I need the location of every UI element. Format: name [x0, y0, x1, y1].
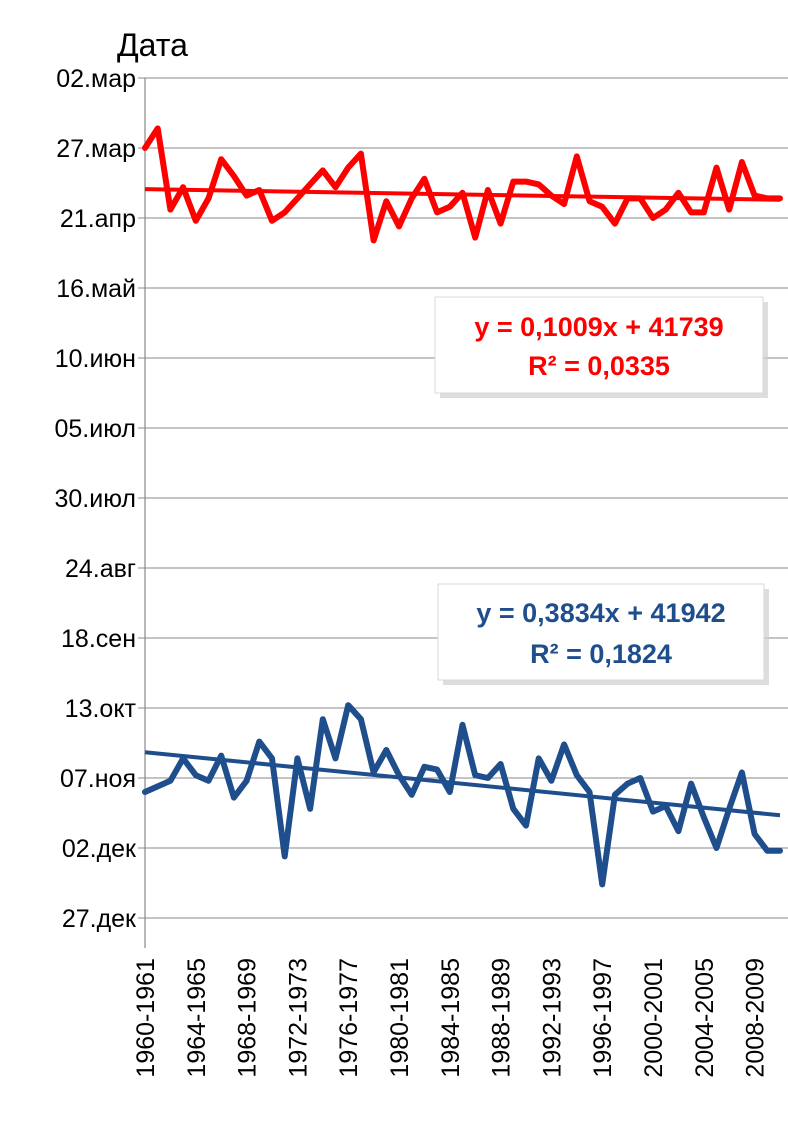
- x-tick-label: 1992-1993: [538, 958, 566, 1078]
- x-tick-label: 1988-1989: [488, 958, 516, 1078]
- y-tick-label: 18.сен: [61, 625, 136, 653]
- x-tick-label: 1996-1997: [589, 958, 617, 1078]
- series-line-blue: [142, 702, 783, 888]
- blue-trend-r2: R² = 0,1824: [530, 639, 672, 669]
- blue-equation-box: y = 0,3834x + 41942 R² = 0,1824: [437, 583, 769, 685]
- x-tick-label: 2008-2009: [742, 958, 770, 1078]
- y-tick-labels: 02.мар 27.мар 21.апр 16.май 10.июн 05.июл 30.и…: [54, 65, 137, 933]
- y-tick-label: 21.апр: [60, 205, 136, 233]
- y-tick-label: 27.мар: [56, 135, 136, 163]
- x-tick-labels: 1960-1961 1964-1965 1968-1969 1972-1973 1976…: [132, 958, 770, 1078]
- x-tick-label: 2004-2005: [691, 958, 719, 1078]
- y-tick-label: 05.июл: [54, 415, 136, 443]
- y-tick-label: 10.июн: [55, 345, 136, 373]
- y-axis-title: Дата: [117, 27, 188, 63]
- x-tick-label: 2000-2001: [640, 958, 668, 1078]
- y-tick-label: 27.дек: [62, 905, 137, 933]
- x-tick-label: 1980-1981: [386, 958, 414, 1078]
- trendlines: [144, 187, 781, 818]
- red-trend-equation: y = 0,1009x + 41739: [474, 312, 723, 342]
- y-tick-label: 02.мар: [56, 65, 136, 93]
- x-tick-label: 1984-1985: [437, 958, 465, 1078]
- x-tick-label: 1972-1973: [284, 958, 312, 1078]
- blue-trend-equation: y = 0,3834x + 41942: [476, 598, 725, 628]
- y-tick-label: 02.дек: [62, 835, 137, 863]
- series-line-red: [142, 125, 783, 244]
- y-tick-label: 13.окт: [65, 695, 137, 723]
- x-tick-label: 1964-1965: [183, 958, 211, 1078]
- red-equation-box: y = 0,1009x + 41739 R² = 0,0335: [434, 296, 768, 398]
- y-tick-label: 16.май: [56, 275, 136, 303]
- y-tick-label: 30.июл: [54, 485, 136, 513]
- y-tick-label: 24.авг: [65, 555, 136, 583]
- red-trend-r2: R² = 0,0335: [528, 351, 670, 381]
- x-tick-label: 1968-1969: [234, 958, 262, 1078]
- y-tick-label: 07.ноя: [60, 765, 136, 793]
- x-tick-label: 1976-1977: [335, 958, 363, 1078]
- series-lines: [142, 125, 783, 888]
- x-tick-label: 1960-1961: [132, 958, 160, 1078]
